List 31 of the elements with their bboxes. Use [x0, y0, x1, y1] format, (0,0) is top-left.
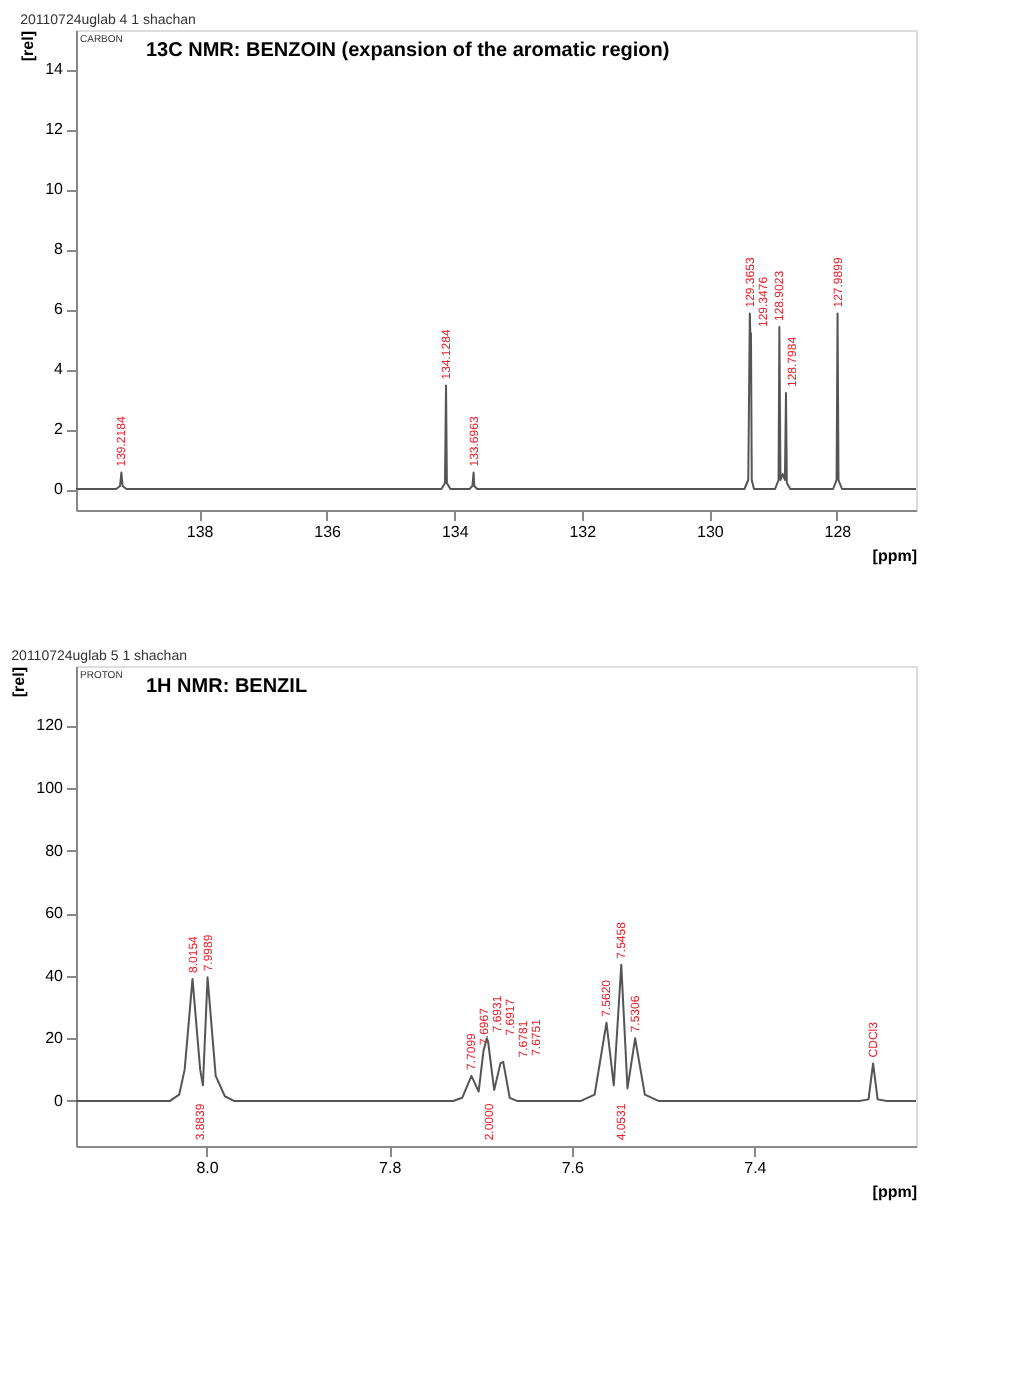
y-tick-label: 100	[36, 779, 65, 798]
x-tick-label: 130	[696, 523, 725, 541]
y-tick-label: 12	[45, 120, 65, 138]
y-tick-label: 80	[45, 841, 65, 860]
x-tick-label: 132	[569, 523, 598, 541]
y-tick-label: 6	[54, 300, 65, 318]
x-tick-label: 8.0	[196, 1159, 220, 1177]
x-tick-label: 128	[824, 523, 853, 541]
x-tick-label: 7.8	[379, 1159, 403, 1177]
x-tick-label: 7.4	[744, 1159, 768, 1177]
y-tick-label: 0	[54, 480, 65, 498]
y-tick-label: 20	[45, 1029, 65, 1048]
y-tick-label: 60	[45, 904, 65, 923]
y-tick-label: 4	[54, 360, 65, 378]
x-tick-label: 7.6	[561, 1159, 585, 1177]
y-tick-label: 8	[54, 240, 65, 258]
x-tick-label: 138	[186, 523, 215, 541]
x-tick-label: 134	[441, 523, 470, 541]
x-axis-title: [ppm]	[872, 1183, 918, 1201]
x-axis-title: [ppm]	[872, 547, 918, 565]
y-tick-label: 2	[54, 420, 65, 438]
y-axis-title: [rel]	[19, 30, 38, 62]
y-tick-label: 120	[36, 716, 65, 735]
y-tick-label: 14	[45, 60, 65, 78]
chart-title: 1H NMR: BENZIL	[146, 676, 308, 698]
y-tick-label: 40	[45, 966, 65, 985]
x-tick-label: 136	[314, 523, 343, 541]
chart-title: 13C NMR: BENZOIN (expansion of the aromatic region)	[146, 40, 670, 62]
y-tick-label: 10	[45, 180, 65, 198]
y-axis-title: [rel]	[10, 666, 29, 698]
y-tick-label: 0	[54, 1091, 65, 1110]
